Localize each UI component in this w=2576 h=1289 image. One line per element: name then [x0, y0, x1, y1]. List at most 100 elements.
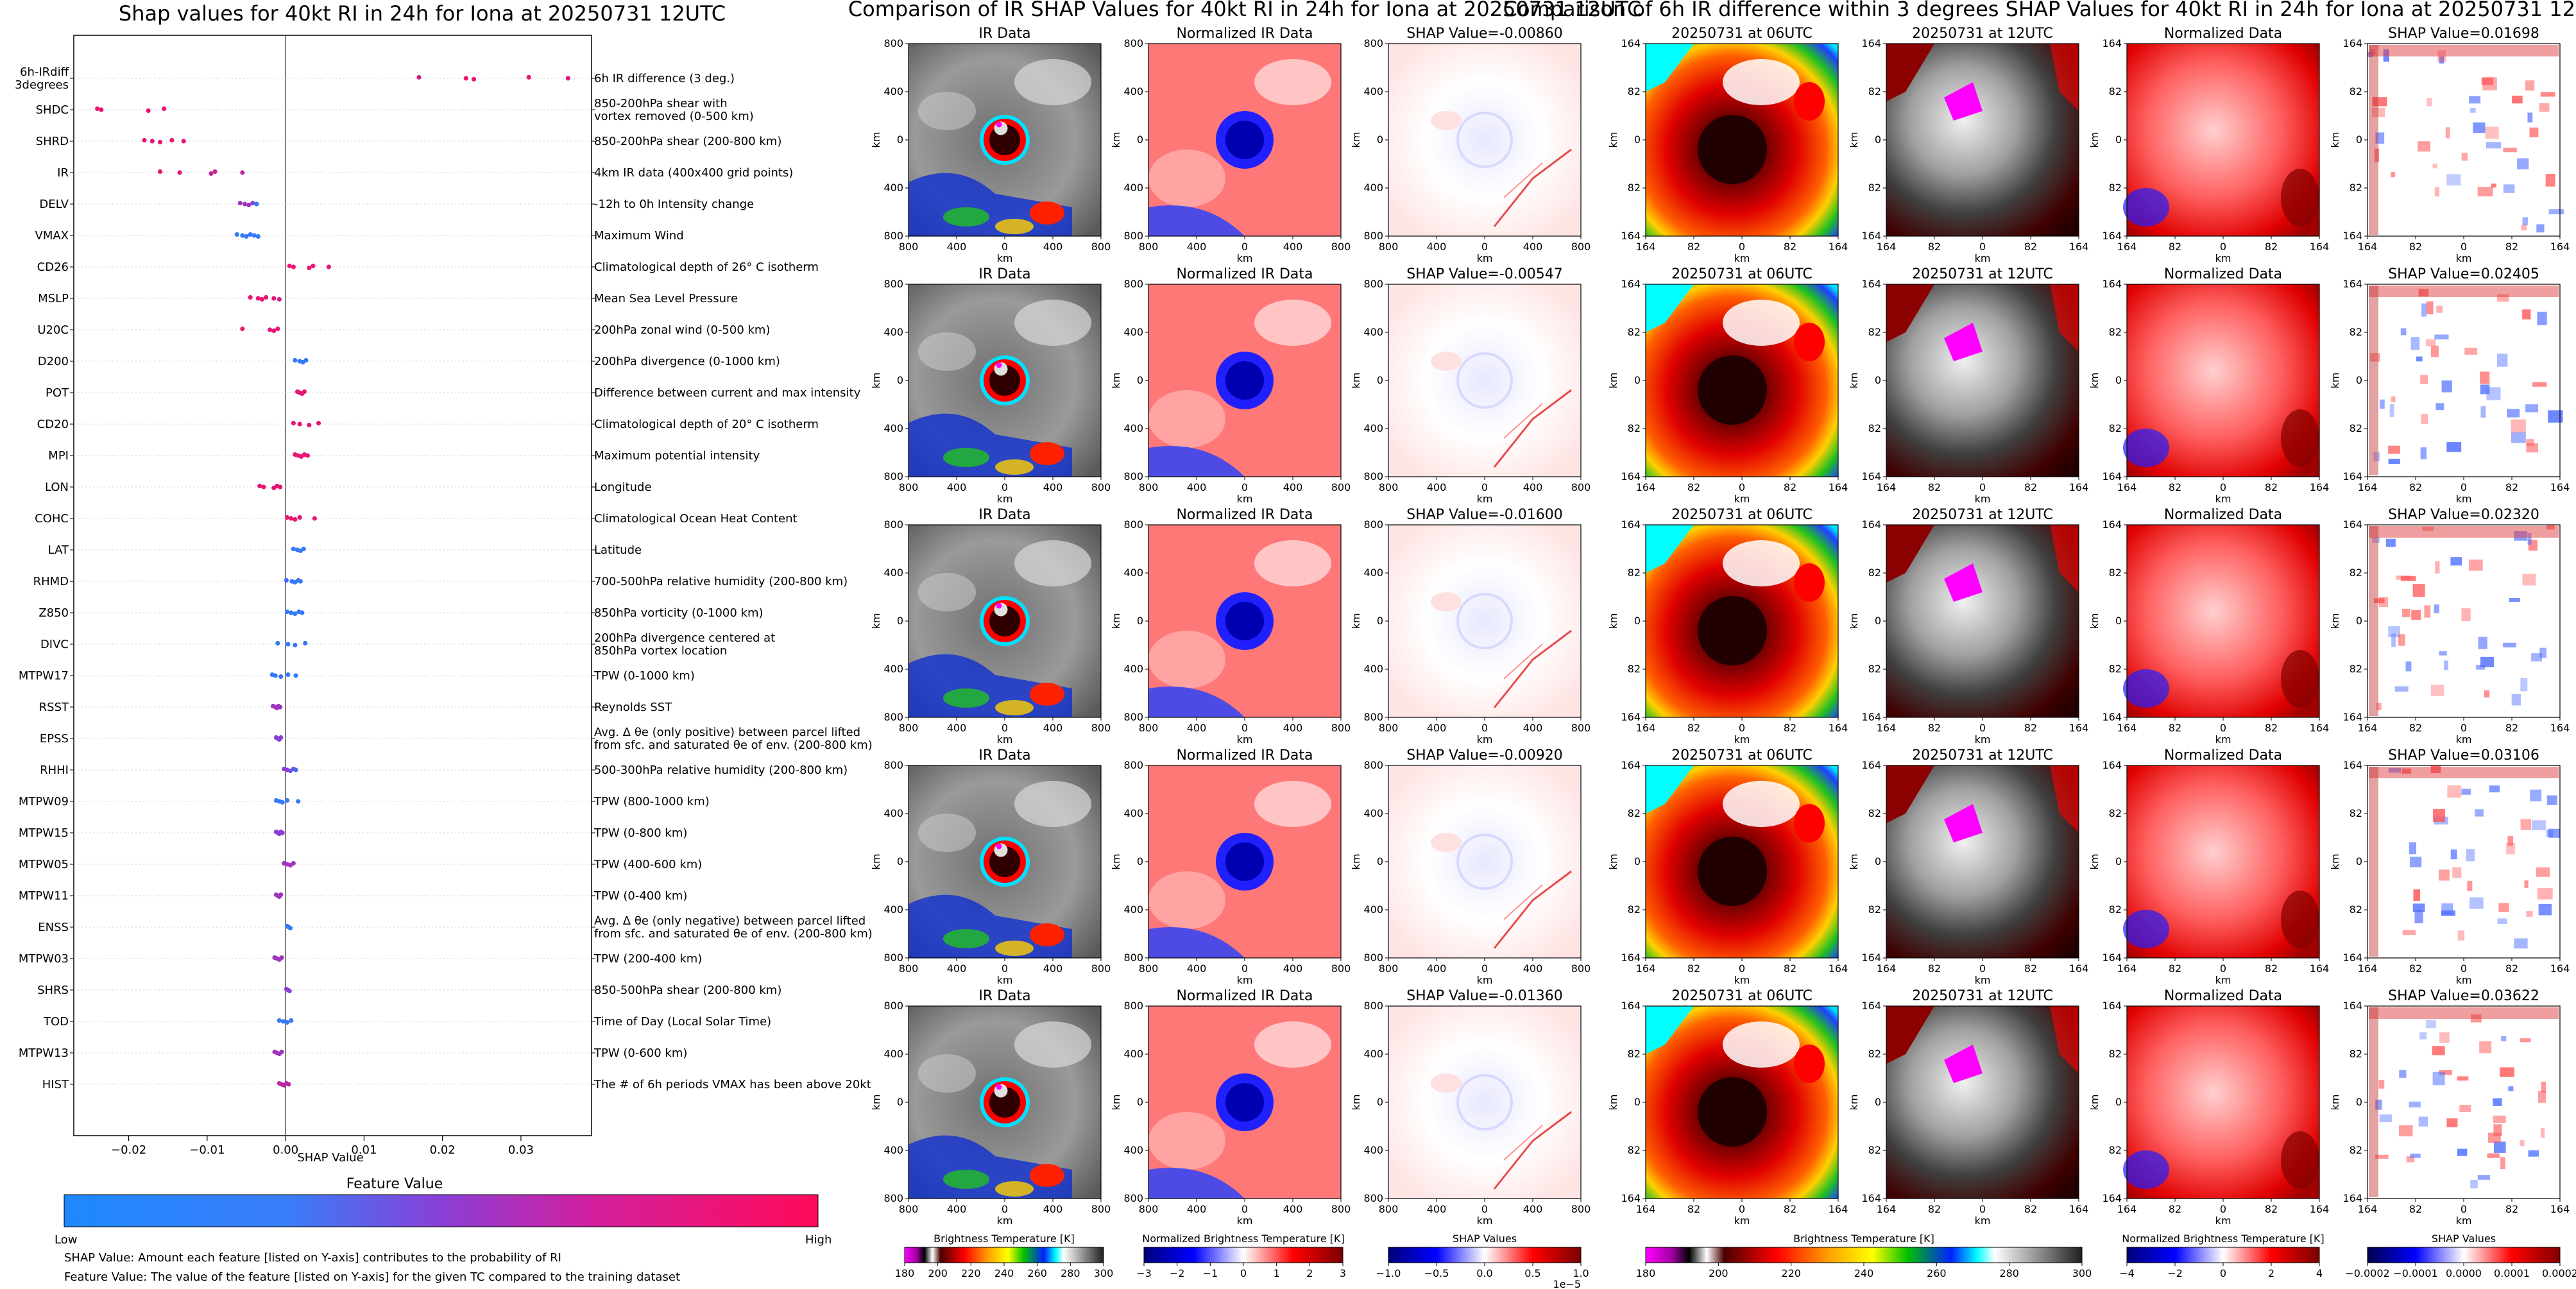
x-tick-label: 800: [1571, 722, 1591, 734]
feature-label: CD20: [37, 418, 69, 431]
x-tick-label: 400: [1283, 481, 1303, 493]
x-tick-label: 82: [2265, 481, 2278, 493]
x-axis-label: km: [1477, 252, 1493, 264]
x-axis-label: km: [2215, 733, 2231, 746]
x-tick-label: 800: [1571, 241, 1591, 253]
colorbar-tick: 260: [1027, 1267, 1047, 1279]
shap-point: [209, 171, 214, 176]
y-tick-label: 400: [883, 1048, 903, 1060]
y-tick-label: 82: [1628, 567, 1641, 579]
feature-description: Mean Sea Level Pressure: [594, 292, 738, 305]
y-tick-label: 164: [1621, 518, 1641, 531]
shap-point: [293, 516, 298, 522]
x-tick-label: 82: [1687, 481, 1700, 493]
x-tick-label: 800: [1331, 722, 1351, 734]
colorbar-tick: −3: [1136, 1267, 1152, 1279]
x-tick-label: 800: [1091, 241, 1111, 253]
x-tick-label: 400: [1283, 962, 1303, 975]
y-tick-label: 164: [2102, 278, 2122, 290]
x-tick-label: 0: [1241, 722, 1248, 734]
colorbar-tick: −2: [2167, 1267, 2183, 1279]
x-tick-label: 0: [1002, 722, 1008, 734]
y-tick-label: 0: [1377, 1096, 1383, 1108]
y-tick-label: 82: [1868, 663, 1881, 675]
x-tick-label: 800: [1379, 241, 1399, 253]
feature-description: TPW (200-400 km): [593, 952, 702, 966]
x-tick-label: 164: [2069, 962, 2089, 975]
x-axis-label: km: [997, 1215, 1013, 1227]
y-tick-label: 82: [2109, 182, 2122, 194]
feature-label: D200: [38, 355, 69, 368]
colorbar-title: SHAP Values: [2432, 1233, 2496, 1245]
feature-label: DIVC: [40, 638, 69, 651]
shap-point: [255, 296, 260, 301]
x-tick-label: 164: [2310, 962, 2330, 975]
feature-description: Difference between current and max inten…: [594, 386, 861, 400]
y-tick-label: 400: [883, 85, 903, 98]
y-tick-label: 400: [1123, 326, 1143, 338]
panel-title: 20250731 at 06UTC: [1671, 747, 1813, 764]
x-tick-label: 164: [1877, 1203, 1897, 1215]
colorbar: Normalized Brightness Temperature [K] −3 −…: [1136, 1233, 1346, 1279]
feature-row: HIST The # of 6h periods VMAX has been ab…: [42, 1078, 871, 1091]
colorbar-tick: 200: [1709, 1267, 1728, 1279]
panel-title: SHAP Value=0.01698: [2388, 26, 2539, 42]
y-tick-label: 164: [1861, 37, 1881, 49]
colorbar-tick: 220: [1781, 1267, 1801, 1279]
y-tick-label: 82: [2350, 663, 2362, 675]
y-tick-label: 800: [883, 1192, 903, 1204]
feature-label: TOD: [43, 1015, 69, 1029]
y-tick-label: 164: [1861, 1192, 1881, 1204]
y-tick-label: 82: [2350, 1048, 2362, 1060]
x-axis-label: km: [2215, 493, 2231, 505]
feature-description: The # of 6h periods VMAX has been above …: [593, 1078, 871, 1091]
x-tick-label: 164: [1877, 962, 1897, 975]
feature-row: CD26 Climatological depth of 26° C isothe…: [37, 260, 819, 274]
y-tick-label: 400: [883, 1144, 903, 1156]
x-tick-label: 164: [2550, 241, 2570, 253]
y-axis-label: km: [1848, 613, 1860, 629]
x-tick-label: 0: [1481, 1203, 1488, 1215]
feature-description: TPW (0-600 km): [593, 1046, 687, 1060]
y-tick-label: 82: [1628, 903, 1641, 916]
x-tick-label: 400: [1283, 722, 1303, 734]
y-tick-label: 164: [2102, 230, 2122, 242]
x-tick-label: 800: [1331, 481, 1351, 493]
y-tick-label: 800: [1123, 711, 1143, 723]
y-tick-label: 0: [1137, 855, 1143, 867]
y-tick-label: 800: [1123, 759, 1143, 771]
y-axis-label: km: [1848, 373, 1860, 389]
y-tick-label: 400: [883, 567, 903, 579]
y-axis-label: km: [1607, 854, 1619, 870]
x-tick-label: 82: [2024, 481, 2037, 493]
x-tick-label: 164: [1829, 481, 1848, 493]
y-tick-label: 164: [2342, 1192, 2362, 1204]
shap-point: [95, 106, 100, 112]
y-tick-label: 0: [1137, 1096, 1143, 1108]
shap-point: [286, 642, 291, 647]
feature-label: SHDC: [36, 103, 69, 117]
y-tick-label: 0: [1875, 615, 1881, 627]
feature-label: MTPW15: [19, 826, 69, 840]
shap-point: [277, 1018, 282, 1023]
x-tick-label: 82: [2024, 241, 2037, 253]
y-tick-label: 164: [2342, 37, 2362, 49]
y-tick-label: 0: [897, 374, 903, 386]
x-tick-label: 0: [1241, 962, 1248, 975]
y-tick-label: 400: [1363, 422, 1383, 434]
feature-row: IR 4km IR data (400x400 grid points): [57, 166, 793, 180]
shap-point: [291, 546, 296, 552]
ir-comparison-title: Comparison of IR SHAP Values for 40kt RI…: [848, 0, 1641, 21]
x-tick-label: 800: [1139, 722, 1159, 734]
feature-row: TOD Time of Day (Local Solar Time): [43, 1015, 771, 1029]
shap-point: [263, 295, 269, 300]
panel-title: IR Data: [978, 507, 1030, 523]
x-tick-label: 0: [2220, 722, 2226, 734]
feature-row: LAT Latitude: [48, 543, 642, 557]
x-tick-label: 82: [2024, 722, 2037, 734]
x-axis-label: km: [1975, 1215, 1991, 1227]
